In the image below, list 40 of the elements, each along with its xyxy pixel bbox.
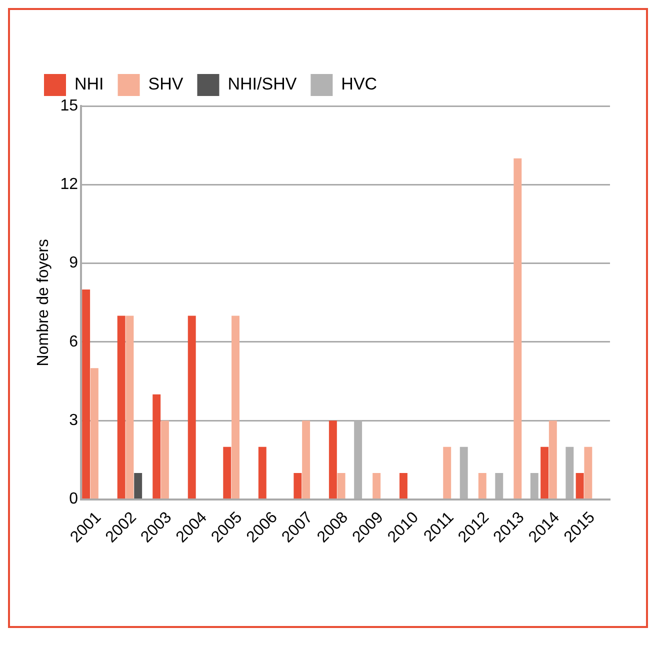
bar: [258, 446, 266, 499]
bar: [460, 446, 468, 499]
bar: [514, 158, 522, 499]
bar: [188, 316, 196, 499]
bar: [337, 473, 346, 499]
legend-label: SHV: [148, 74, 184, 94]
bar: [117, 316, 126, 499]
bar: [161, 420, 169, 499]
bar: [134, 473, 142, 499]
y-tick-label: 15: [60, 97, 78, 114]
bar: [399, 473, 408, 499]
bar: [354, 420, 362, 499]
bar: [82, 290, 90, 499]
bar: [223, 446, 232, 499]
y-axis-title: Nombre de foyers: [35, 239, 52, 366]
bar: [495, 473, 504, 499]
bar: [478, 473, 486, 499]
y-tick-label: 3: [69, 412, 78, 430]
bar: [232, 316, 240, 499]
y-tick-label: 12: [60, 176, 78, 194]
bar: [530, 473, 538, 499]
bar: [584, 446, 592, 499]
bar: [443, 446, 452, 499]
y-tick-label: 9: [69, 254, 78, 272]
legend-label: HVC: [341, 74, 378, 94]
legend-label: NHI/SHV: [228, 74, 298, 94]
bar: [302, 420, 310, 499]
bar: [294, 473, 302, 499]
bar: [372, 473, 381, 499]
bar: [540, 446, 549, 499]
bar: [126, 316, 134, 499]
bar: [548, 420, 557, 499]
y-tick-label: 6: [69, 333, 78, 350]
bar: [90, 368, 98, 499]
legend-label: NHI: [74, 74, 104, 94]
bar: [576, 473, 584, 499]
bar: [566, 446, 574, 499]
y-tick-label: 0: [69, 490, 78, 508]
bar: [152, 394, 161, 499]
bar: [328, 420, 337, 499]
